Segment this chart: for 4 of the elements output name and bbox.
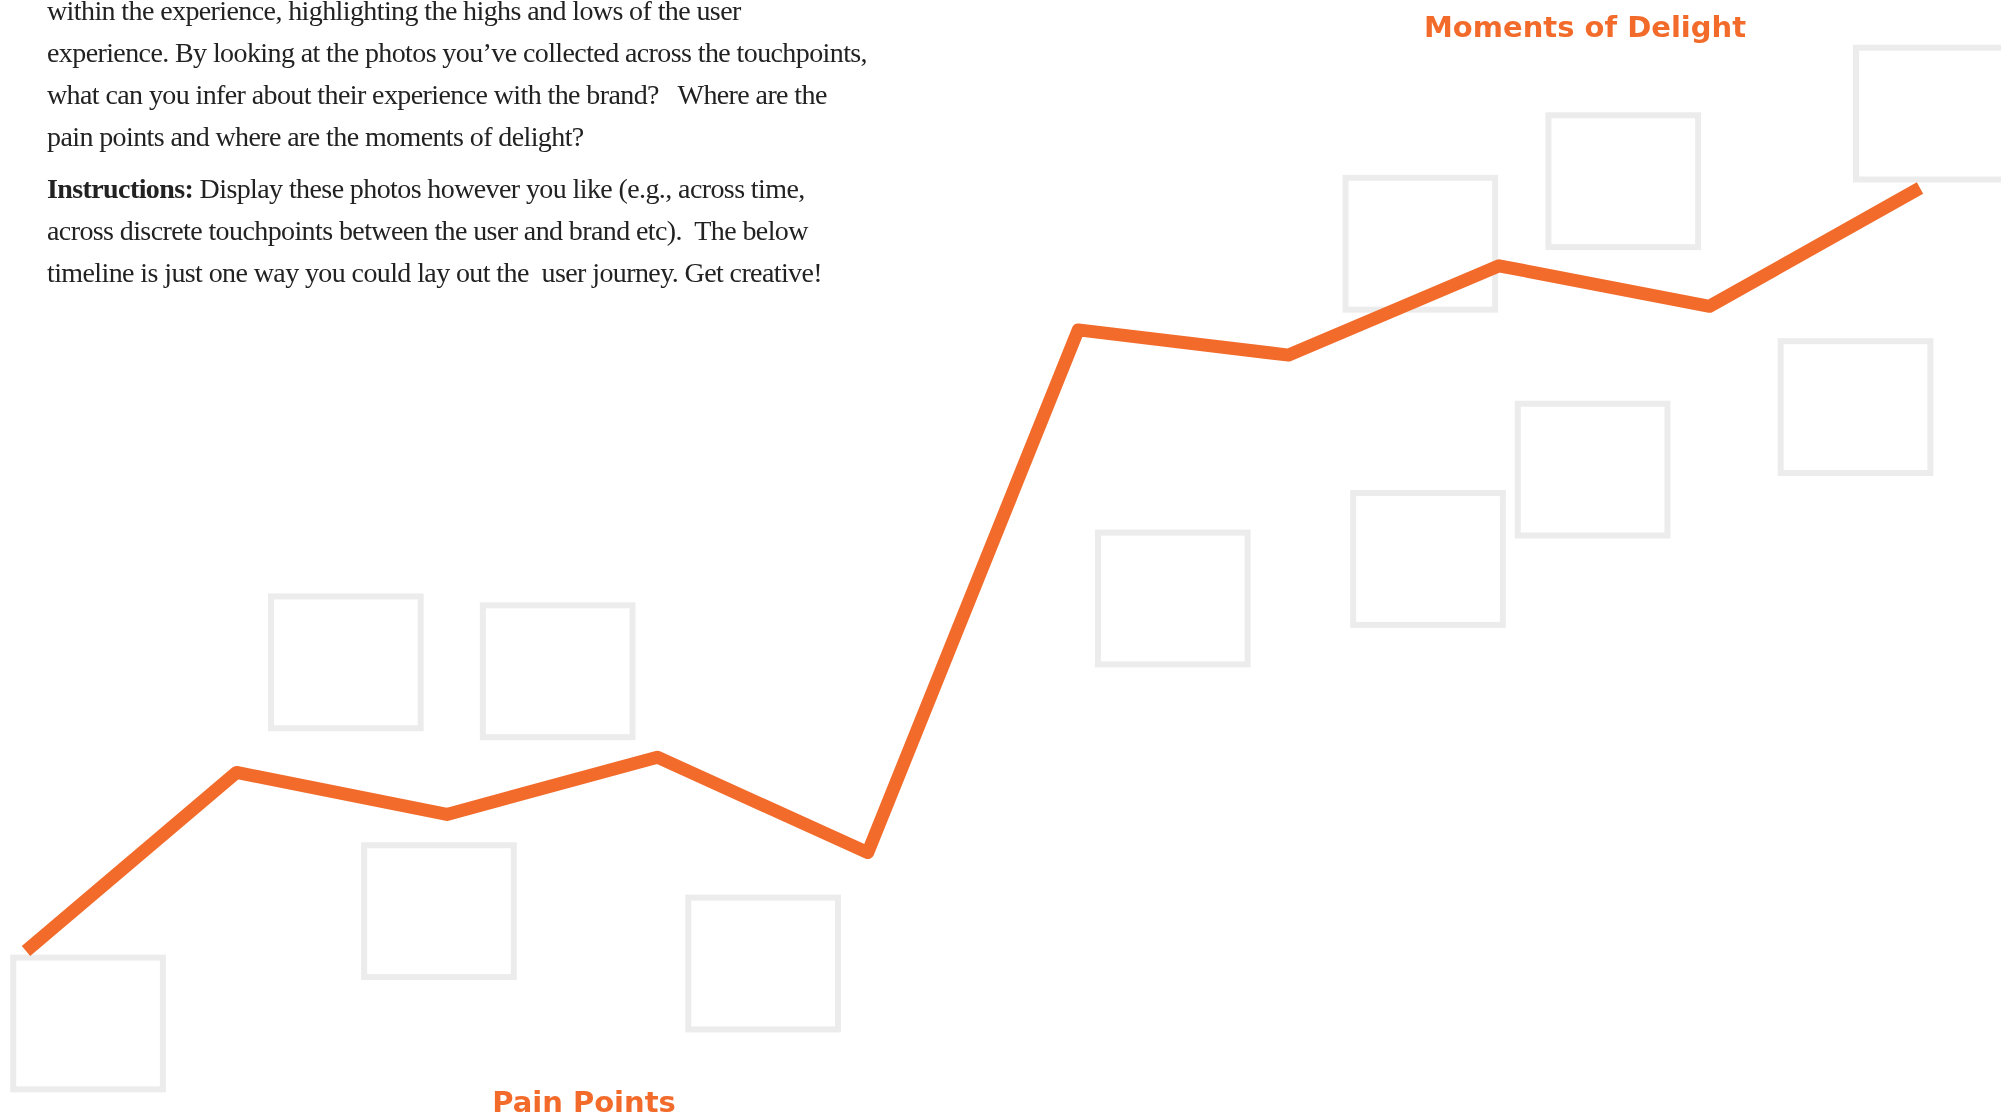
text: Moments of Delight	[1423, 10, 1747, 44]
text: Pain Points	[492, 1085, 676, 1119]
text: within the experience, highlighting the highs and lows of the user experience. By looking at the photos you’ve collected across the touchpoints, what can you infer about their experience with the brand? Where are the pain points and where are the moments of delight?	[47, 0, 868, 154]
annotation: Instructions: Display these photos however you like (e.g., across time, across discrete touchpoints between the user and brand etc). The below timeline is just one way you could lay out the user journey. Get creative!	[47, 173, 823, 288]
